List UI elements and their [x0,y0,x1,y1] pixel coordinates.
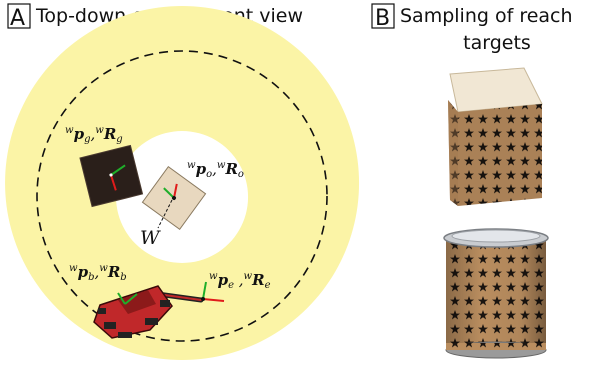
base-axis-y-icon [117,292,126,305]
ee-axis-x-icon [202,298,225,302]
panel-b-title-line1: Sampling of reach [400,5,573,27]
reach-annulus [5,6,360,361]
object-pose-label: wpo,wRo [187,160,244,180]
goal-pose-label: wpg,wRg [65,125,123,145]
panel-b: B Sampling of reach targets [371,3,573,359]
base-pose-label: wpb,wRb [69,263,127,283]
dashed-reach-circle [36,50,328,342]
panel-a-letter: A [10,6,25,31]
world-frame-pointer [157,199,173,229]
world-frame-label: W [140,227,161,249]
object-box [141,165,207,231]
panel-b-letter: B [375,6,390,31]
object-axis-y-icon [173,183,178,199]
panel-a-letter-box [7,3,31,29]
base-axis-x-icon [124,293,138,305]
goal-axis-x-icon [110,164,126,176]
panel-a: A Top-down environment view [5,3,360,361]
goal-box [79,144,144,208]
ee-pose-label: wpe ,wRe [209,271,271,291]
panel-b-letter-box [371,3,395,29]
robot [93,285,204,339]
star-cylinder [443,228,549,359]
star-box [448,67,543,206]
panel-b-title-line2: targets [463,32,531,54]
ee-axis-y-icon [202,281,207,300]
goal-axis-y-icon [110,174,117,191]
object-axis-x-icon [163,187,175,199]
